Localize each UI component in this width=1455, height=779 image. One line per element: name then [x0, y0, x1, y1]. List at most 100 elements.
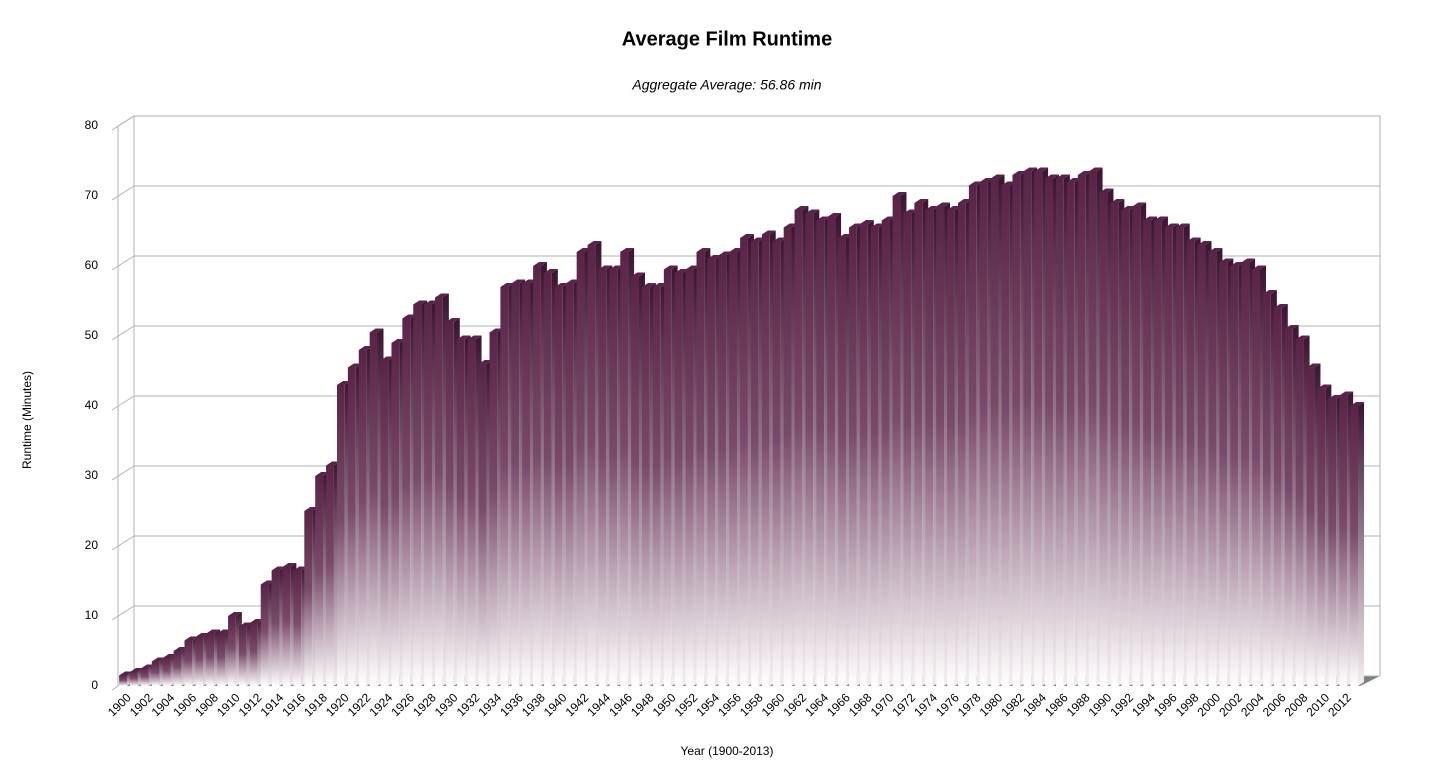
chart-title: Average Film Runtime: [622, 28, 832, 50]
bar-top: [1197, 241, 1212, 245]
bar: [435, 297, 443, 686]
bar-top: [1230, 262, 1245, 266]
bar-side: [1358, 402, 1365, 686]
bar-top: [565, 279, 580, 284]
bar-top: [511, 279, 526, 284]
bar-top: [1056, 174, 1070, 179]
bar-top: [445, 318, 460, 322]
bar: [1263, 294, 1271, 686]
y-tick-label: 10: [85, 608, 99, 622]
x-tick-label: 1998: [1173, 690, 1202, 719]
bar-top: [1186, 237, 1201, 242]
bar-top: [1263, 290, 1277, 294]
bar: [1306, 367, 1315, 686]
x-tick-label: 1944: [584, 690, 613, 719]
bar-top: [979, 178, 994, 182]
x-tick-label: 1942: [563, 690, 592, 719]
bar: [631, 276, 639, 686]
bar-top: [707, 255, 722, 259]
bar-top: [1077, 171, 1092, 175]
bar: [1143, 220, 1152, 686]
bar-top: [129, 668, 144, 672]
bar-top: [1273, 304, 1288, 308]
bar: [206, 633, 215, 686]
bar-top: [369, 328, 384, 333]
bar-top: [195, 633, 210, 637]
bar: [642, 287, 650, 686]
x-tick-label: 1960: [759, 690, 788, 719]
x-tick-label: 1972: [889, 690, 918, 719]
bar: [859, 224, 868, 686]
bar: [663, 269, 672, 686]
bar-top: [729, 248, 744, 252]
bar: [1110, 203, 1119, 686]
bar: [1066, 182, 1075, 686]
x-tick-label: 1922: [345, 690, 374, 719]
bar-top: [587, 241, 602, 245]
x-tick-label: 2010: [1303, 690, 1332, 719]
bar-top: [740, 234, 754, 238]
bar-top: [1034, 167, 1049, 172]
x-tick-label: 1916: [279, 690, 308, 719]
bar: [914, 203, 923, 686]
bar-top: [1252, 265, 1266, 270]
x-tick-label: 1970: [868, 690, 897, 719]
bar: [947, 210, 955, 686]
bar: [794, 210, 803, 686]
bar: [1252, 269, 1260, 686]
bar: [554, 287, 563, 686]
x-tick-label: 1954: [693, 690, 722, 719]
y-tick-label: 40: [85, 398, 99, 412]
tick-mark: [111, 535, 135, 551]
bar-top: [1001, 181, 1016, 186]
bar: [750, 241, 759, 686]
bar-top: [849, 223, 863, 228]
y-tick-label: 20: [85, 538, 99, 552]
x-tick-label: 1914: [258, 690, 287, 719]
bar-top: [315, 472, 330, 476]
bar: [271, 570, 280, 686]
bar: [489, 332, 498, 686]
bar-top: [228, 612, 242, 616]
bar-top: [1110, 199, 1125, 203]
bar: [1284, 329, 1293, 686]
x-tick-label: 1928: [410, 690, 439, 719]
bar: [336, 385, 345, 686]
bar-top: [500, 283, 515, 287]
bar: [1012, 175, 1021, 686]
x-tick-label: 1982: [998, 690, 1027, 719]
bar: [424, 304, 432, 686]
bar-top: [304, 507, 319, 511]
bar: [1154, 220, 1162, 686]
bar-top: [990, 174, 1005, 179]
bar: [1197, 245, 1206, 686]
bar-top: [652, 283, 667, 287]
bar-top: [151, 657, 166, 662]
bar-top: [1066, 178, 1081, 182]
bar-top: [750, 237, 765, 242]
bar-top: [1045, 174, 1059, 179]
bar-top: [391, 339, 406, 343]
bar-top: [206, 629, 221, 634]
bar: [729, 252, 738, 686]
bar: [184, 640, 193, 686]
y-tick-label: 70: [85, 188, 99, 202]
bar-top: [336, 381, 351, 385]
bar: [467, 339, 476, 686]
bar-top: [761, 230, 776, 235]
bar: [1339, 395, 1348, 686]
bar-top: [413, 300, 428, 305]
bar-top: [1132, 202, 1147, 207]
bar: [511, 283, 520, 686]
bar-top: [1088, 167, 1103, 172]
bar-top: [696, 248, 711, 252]
bar-top: [1099, 188, 1114, 193]
x-tick-label: 1946: [606, 690, 635, 719]
bar: [347, 367, 356, 686]
bar-top: [1241, 258, 1256, 263]
bar-top: [914, 199, 929, 203]
bar: [685, 269, 694, 686]
bar-top: [1208, 248, 1223, 252]
bar-top: [1317, 384, 1332, 389]
x-tick-label: 1966: [824, 690, 853, 719]
